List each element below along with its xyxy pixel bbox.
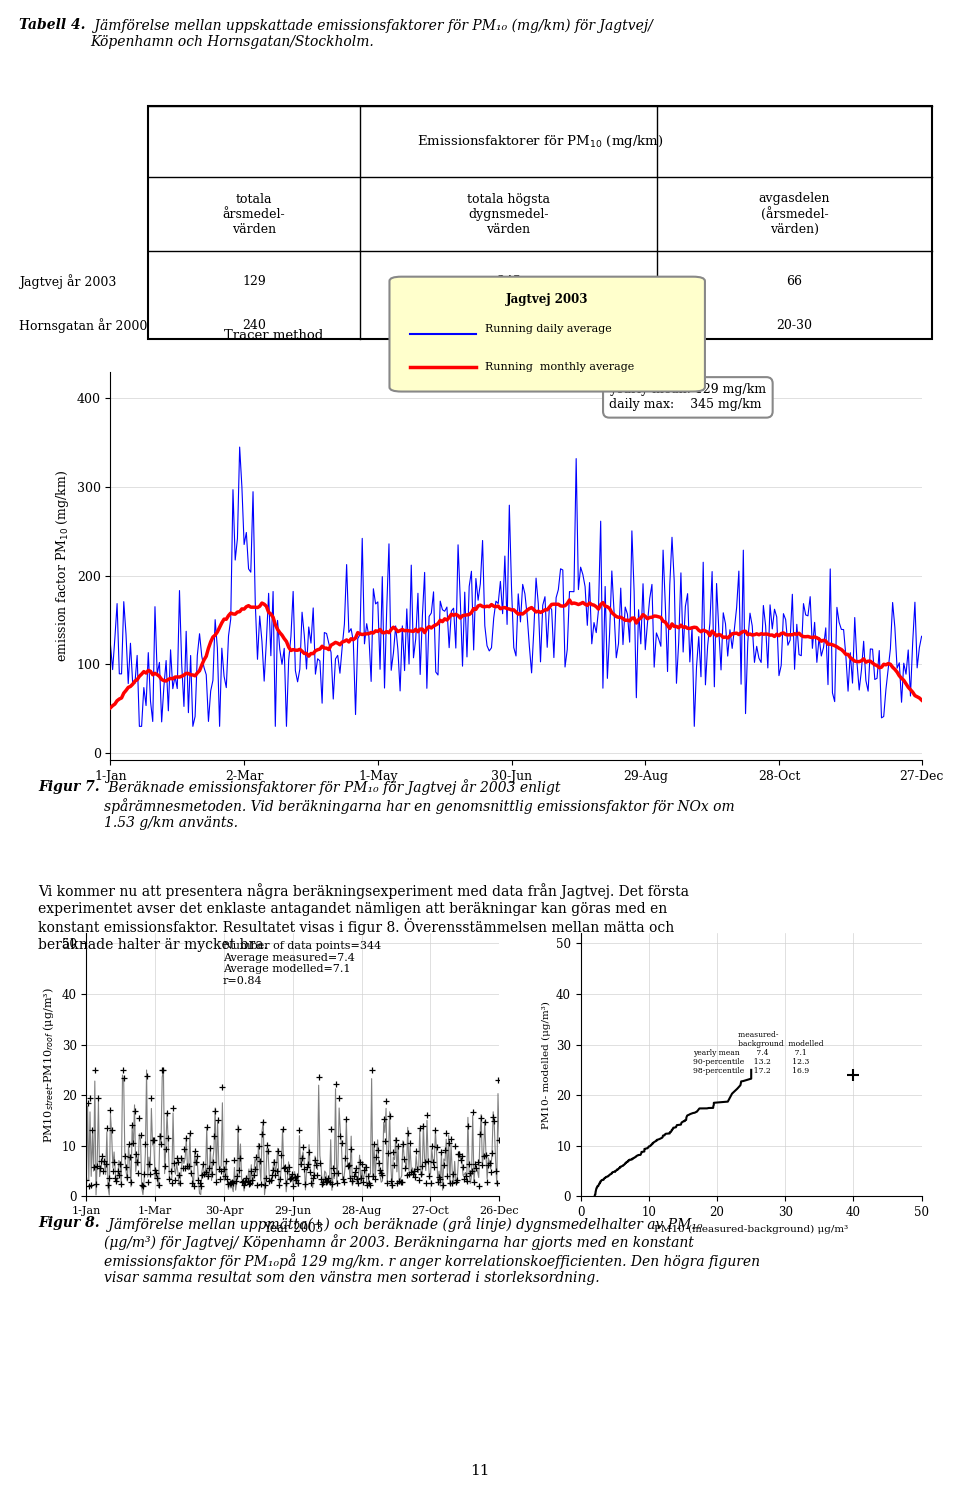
Text: Tracer method: Tracer method: [224, 330, 324, 342]
Text: Jagtvej 2003: Jagtvej 2003: [506, 293, 588, 306]
Y-axis label: PM10- modelled (μg/m³): PM10- modelled (μg/m³): [541, 1001, 550, 1129]
Text: Running  monthly average: Running monthly average: [485, 361, 634, 372]
Text: Jämförelse mellan uppmätta(+) och beräknade (grå linje) dygnsmedelhalter av PM₁₀: Jämförelse mellan uppmätta(+) och beräkn…: [104, 1216, 759, 1285]
Text: Figur 8.: Figur 8.: [38, 1216, 100, 1230]
Text: Jagtvej år 2003: Jagtvej år 2003: [19, 274, 116, 289]
FancyBboxPatch shape: [390, 277, 705, 391]
Text: Tabell 4.: Tabell 4.: [19, 18, 85, 32]
Text: Number of data points=344
Average measured=7.4
Average modelled=7.1
r=0.84: Number of data points=344 Average measur…: [223, 941, 381, 986]
Y-axis label: emission factor PM$_{10}$ (mg/km): emission factor PM$_{10}$ (mg/km): [54, 470, 71, 662]
Text: Jämförelse mellan uppskattade emissionsfaktorer för PM₁₀ (mg/km) för Jagtvej/
Kö: Jämförelse mellan uppskattade emissionsf…: [90, 18, 653, 48]
Text: 345: 345: [496, 275, 520, 289]
Text: avgasdelen
(årsmedel-
värden): avgasdelen (årsmedel- värden): [758, 193, 830, 236]
Text: 240: 240: [242, 319, 266, 333]
Text: 66: 66: [786, 275, 803, 289]
Text: measured-
                   background  modelled
yearly mean       7.4         : measured- background modelled yearly mea…: [693, 1031, 824, 1076]
Text: totala högsta
dygnsmedel-
värden: totala högsta dygnsmedel- värden: [468, 193, 550, 236]
Text: 1230: 1230: [492, 319, 524, 333]
Text: Beräknade emissionsfaktorer för PM₁₀ för Jagtvej år 2003 enligt
spårämnesmetoden: Beräknade emissionsfaktorer för PM₁₀ för…: [104, 780, 734, 831]
Text: 129: 129: [242, 275, 266, 289]
Text: 11: 11: [470, 1464, 490, 1478]
Text: Running daily average: Running daily average: [485, 324, 612, 334]
Text: Vi kommer nu att presentera några beräkningsexperiment med data från Jagtvej. De: Vi kommer nu att presentera några beräkn…: [38, 883, 689, 951]
Text: yearly mean: 129 mg/km
daily max:    345 mg/km: yearly mean: 129 mg/km daily max: 345 mg…: [610, 384, 766, 411]
X-axis label: Year 2003: Year 2003: [263, 1222, 323, 1234]
X-axis label: PM10 (measured-background) μg/m³: PM10 (measured-background) μg/m³: [654, 1225, 849, 1234]
Text: Figur 7.: Figur 7.: [38, 780, 100, 793]
Text: Emissionsfaktorer för PM$_{10}$ (mg/km): Emissionsfaktorer för PM$_{10}$ (mg/km): [417, 132, 663, 149]
Y-axis label: PM10$_{street}$-PM10$_{roof}$ (μg/m³): PM10$_{street}$-PM10$_{roof}$ (μg/m³): [41, 987, 56, 1142]
Text: totala
årsmedel-
värden: totala årsmedel- värden: [223, 193, 285, 236]
Text: Hornsgatan år 2000: Hornsgatan år 2000: [19, 318, 148, 333]
FancyBboxPatch shape: [148, 105, 931, 339]
Text: 20-30: 20-30: [777, 319, 812, 333]
